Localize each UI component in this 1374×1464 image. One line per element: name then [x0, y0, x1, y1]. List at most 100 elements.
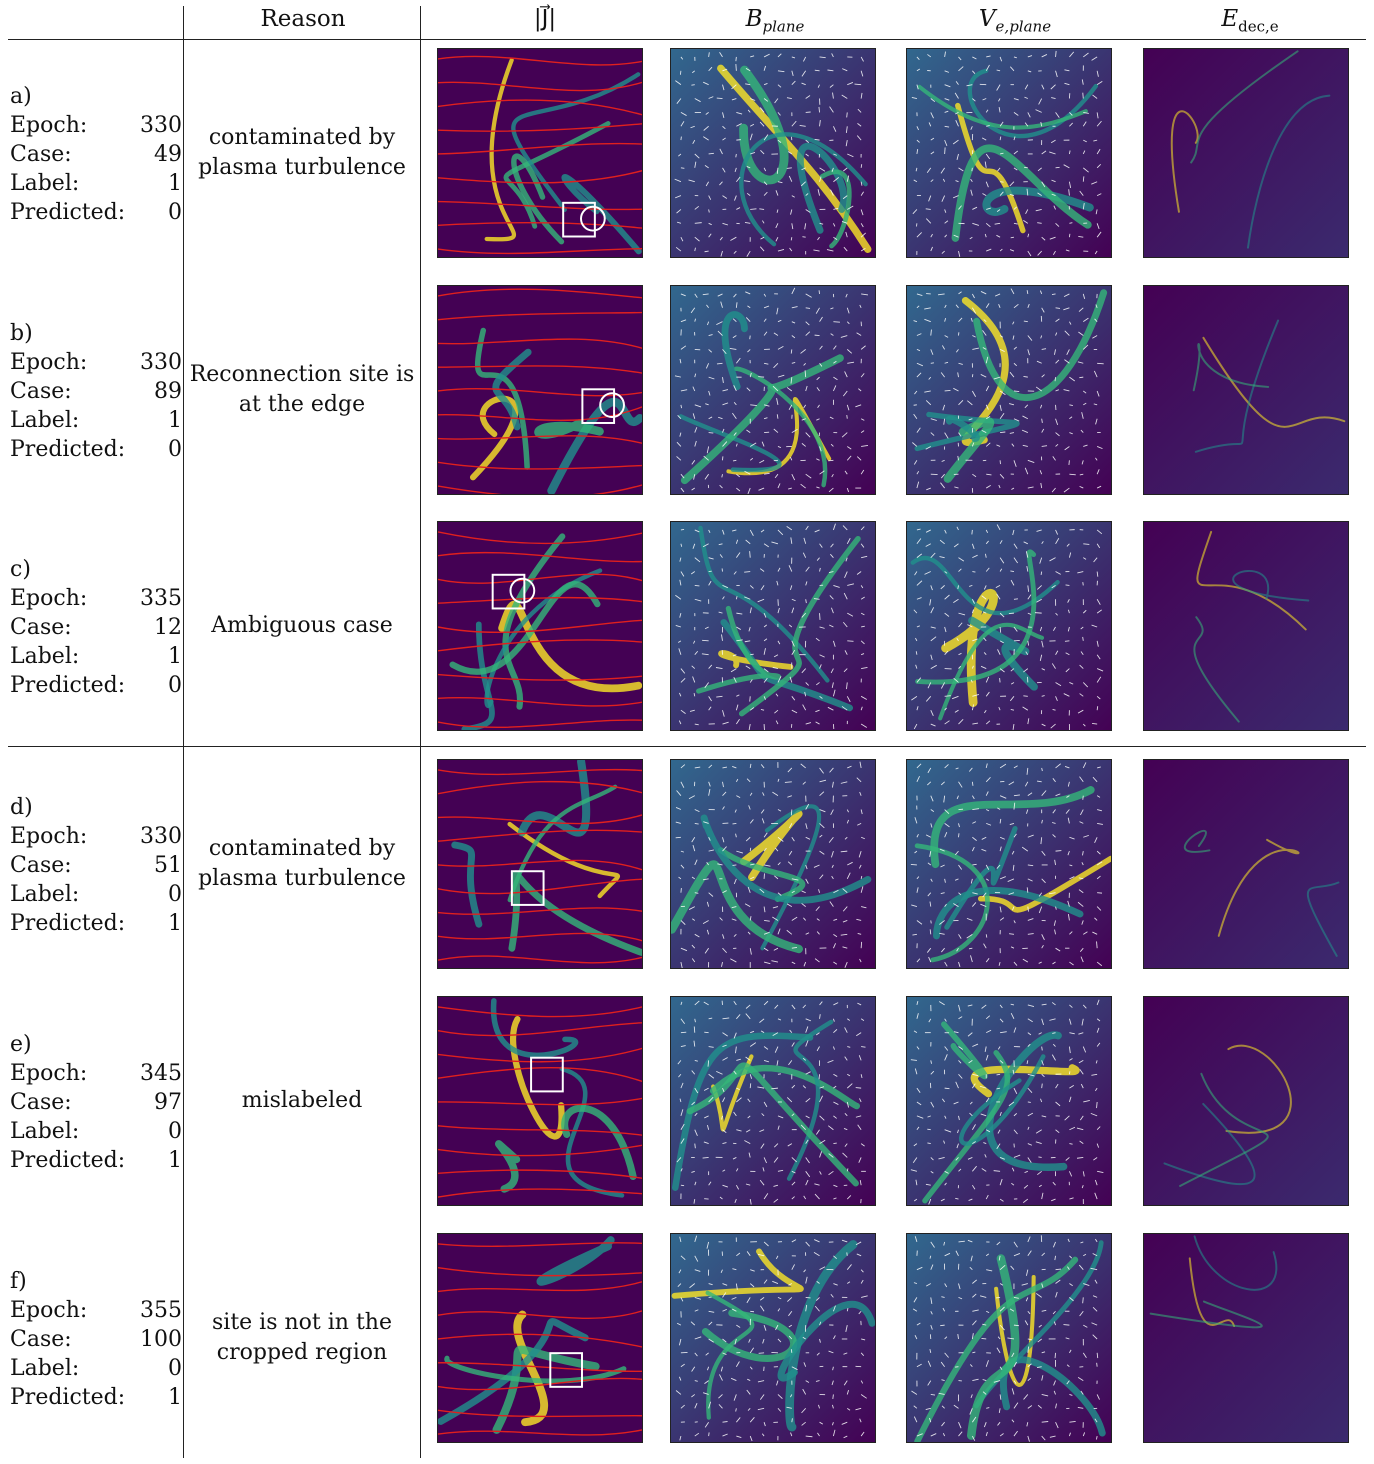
vector-arrow — [956, 638, 959, 642]
vector-arrow — [776, 167, 779, 174]
vector-arrow — [689, 1283, 696, 1289]
vector-arrow — [790, 237, 793, 241]
vector-arrow — [843, 246, 848, 252]
vector-arrow — [860, 232, 866, 238]
vector-arrow — [719, 181, 723, 186]
vector-arrow — [846, 307, 850, 314]
vector-arrow — [1027, 640, 1030, 646]
vector-arrow — [763, 331, 768, 336]
panel-background — [907, 997, 1111, 1205]
vector-arrow — [680, 1001, 683, 1006]
vector-arrow — [703, 1001, 709, 1006]
vector-arrow — [750, 98, 756, 101]
vector-arrow — [1054, 1255, 1056, 1261]
vector-arrow — [750, 208, 757, 210]
vector-arrow — [694, 222, 702, 224]
vector-arrow — [985, 109, 989, 113]
vector-arrow — [733, 401, 737, 406]
vector-arrow — [929, 1348, 932, 1353]
vector-arrow — [1026, 809, 1029, 814]
vector-arrow — [1027, 718, 1030, 725]
vector-arrow — [722, 781, 724, 788]
vector-arrow — [817, 1432, 820, 1437]
meta-label: Label: 0 — [10, 1117, 182, 1146]
vector-arrow — [1023, 375, 1028, 378]
vector-arrow — [733, 293, 737, 298]
vector-arrow — [776, 414, 779, 419]
vector-arrow — [1068, 1046, 1071, 1054]
vector-arrow — [1064, 330, 1070, 336]
column-divider-2 — [420, 6, 421, 1458]
filament — [502, 533, 566, 710]
vector-arrow — [748, 723, 751, 730]
vector-arrow — [694, 236, 700, 242]
meta-epoch-value: 330 — [140, 824, 182, 849]
vector-arrow — [944, 389, 951, 392]
vector-arrow — [1095, 304, 1098, 308]
vector-arrow — [972, 554, 978, 559]
vector-arrow — [1096, 193, 1102, 196]
vector-arrow — [916, 427, 921, 433]
vector-arrow — [773, 332, 779, 336]
vector-arrow — [998, 961, 1001, 966]
vector-arrow — [913, 1405, 918, 1409]
vector-arrow — [940, 372, 945, 378]
vector-arrow — [800, 181, 806, 187]
vector-arrow — [805, 209, 811, 213]
vector-arrow — [856, 1032, 862, 1037]
vector-arrow — [999, 763, 1007, 769]
vector-arrow — [689, 709, 695, 712]
vector-arrow — [736, 487, 741, 492]
vector-arrow — [777, 483, 781, 489]
vector-arrow — [1026, 565, 1029, 572]
vector-arrow — [930, 432, 935, 436]
vector-arrow — [916, 920, 923, 925]
vector-arrow — [929, 901, 932, 907]
vector-arrow — [678, 1269, 682, 1274]
vector-arrow — [856, 777, 862, 783]
vector-arrow — [722, 222, 729, 226]
panel-background — [1144, 49, 1348, 257]
vector-arrow — [1096, 795, 1101, 798]
vector-arrow — [693, 1198, 696, 1204]
vector-arrow — [819, 345, 823, 350]
vector-arrow — [1041, 1351, 1046, 1354]
filament — [561, 1104, 637, 1181]
panel-v-plane — [906, 996, 1112, 1206]
vector-arrow — [986, 207, 991, 210]
vector-arrow — [715, 667, 723, 670]
vector-arrow — [985, 1431, 988, 1437]
vector-arrow — [969, 1266, 973, 1270]
vector-arrow — [913, 460, 918, 465]
meta-label-label: Label: — [10, 1119, 80, 1144]
vector-arrow — [816, 1280, 820, 1284]
vector-arrow — [984, 233, 987, 238]
filament — [1196, 530, 1307, 631]
vector-arrow — [708, 52, 710, 57]
x-point-circle — [580, 205, 606, 232]
vector-arrow — [786, 167, 792, 169]
vector-arrow — [972, 1320, 977, 1326]
vector-arrow — [1027, 70, 1032, 73]
meta-predicted-value: 1 — [168, 911, 182, 936]
vector-arrow — [930, 636, 937, 642]
vector-arrow — [944, 209, 947, 213]
vector-arrow — [819, 626, 825, 629]
vector-arrow — [706, 304, 709, 309]
vector-arrow — [1065, 668, 1070, 673]
vector-arrow — [925, 1283, 931, 1287]
vector-arrow — [813, 598, 820, 600]
vector-arrow — [971, 1124, 976, 1130]
vector-arrow — [861, 666, 868, 670]
vector-arrow — [749, 1366, 753, 1370]
vector-arrow — [815, 906, 820, 912]
vector-arrow — [747, 1378, 751, 1381]
vector-arrow — [694, 766, 701, 769]
vector-arrow — [819, 791, 825, 796]
vector-arrow — [763, 906, 766, 913]
vector-arrow — [694, 529, 700, 533]
meta-label-label: Label: — [10, 171, 80, 196]
vector-arrow — [790, 349, 793, 354]
vector-arrow — [1054, 929, 1056, 935]
vector-arrow — [1023, 320, 1028, 323]
